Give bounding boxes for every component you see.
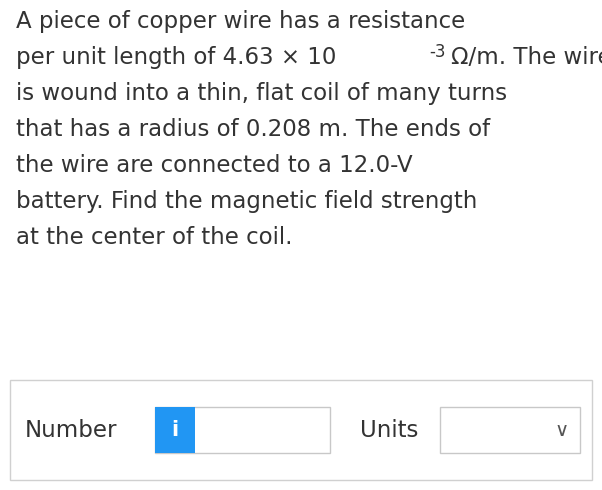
Text: ∨: ∨ bbox=[555, 420, 569, 440]
Text: A piece of copper wire has a resistance: A piece of copper wire has a resistance bbox=[16, 10, 465, 33]
Text: Number: Number bbox=[25, 418, 117, 441]
Text: -3: -3 bbox=[429, 43, 446, 61]
FancyBboxPatch shape bbox=[440, 407, 580, 453]
Bar bbox=[155, 407, 195, 453]
Text: at the center of the coil.: at the center of the coil. bbox=[16, 226, 293, 249]
Text: is wound into a thin, flat coil of many turns: is wound into a thin, flat coil of many … bbox=[16, 82, 507, 105]
Text: i: i bbox=[172, 420, 179, 440]
Text: the wire are connected to a 12.0-V: the wire are connected to a 12.0-V bbox=[16, 154, 412, 177]
Text: that has a radius of 0.208 m. The ends of: that has a radius of 0.208 m. The ends o… bbox=[16, 118, 490, 141]
Text: Ω/m. The wire: Ω/m. The wire bbox=[451, 46, 602, 69]
Text: battery. Find the magnetic field strength: battery. Find the magnetic field strengt… bbox=[16, 190, 477, 213]
FancyBboxPatch shape bbox=[10, 380, 592, 480]
Text: Units: Units bbox=[360, 418, 418, 441]
Text: per unit length of 4.63 × 10: per unit length of 4.63 × 10 bbox=[16, 46, 337, 69]
